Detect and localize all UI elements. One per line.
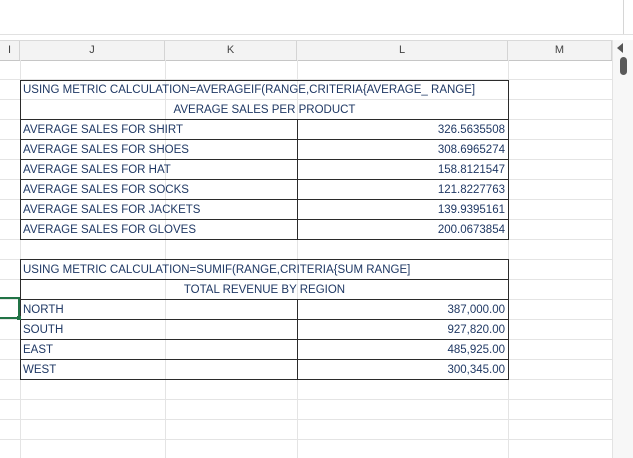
region-value-cell[interactable]: 927,820.00 <box>447 324 505 336</box>
table-border <box>20 359 509 360</box>
table-border <box>297 119 298 240</box>
column-headers: I J K L M <box>0 40 633 61</box>
product-value-cell[interactable]: 158.8121547 <box>437 164 505 176</box>
region-value-cell[interactable]: 300,345.00 <box>447 364 505 376</box>
active-cell-selection[interactable] <box>0 297 20 319</box>
scroll-left-arrow-icon[interactable] <box>617 43 623 53</box>
product-label-cell[interactable]: AVERAGE SALES FOR JACKETS <box>23 204 201 216</box>
product-label-cell[interactable]: AVERAGE SALES FOR HAT <box>23 164 171 176</box>
product-label-cell[interactable]: AVERAGE SALES FOR GLOVES <box>23 224 196 236</box>
table-border <box>20 219 509 220</box>
table-border <box>20 199 509 200</box>
region-value-cell[interactable]: 485,925.00 <box>447 344 505 356</box>
table-border <box>20 119 509 120</box>
table-border <box>20 159 509 160</box>
product-label-cell[interactable]: AVERAGE SALES FOR SHIRT <box>23 124 183 136</box>
scrollbar-thumb[interactable] <box>620 57 627 75</box>
table-border <box>20 299 509 300</box>
region-label-cell[interactable]: WEST <box>23 364 57 376</box>
product-value-cell[interactable]: 139.9395161 <box>437 204 505 216</box>
region-value-cell[interactable]: 387,000.00 <box>447 304 505 316</box>
column-header-j[interactable]: J <box>20 41 165 60</box>
table-border <box>297 299 298 380</box>
product-value-cell[interactable]: 326.5635508 <box>437 124 505 136</box>
formula-note-cell[interactable]: USING METRIC CALCULATION=SUMIF(RANGE,CRI… <box>23 264 411 276</box>
table-border <box>20 179 509 180</box>
product-value-cell[interactable]: 308.6965274 <box>437 144 505 156</box>
table-border <box>20 139 509 140</box>
formula-note-cell[interactable]: USING METRIC CALCULATION=AVERAGEIF(RANGE… <box>23 84 476 96</box>
product-value-cell[interactable]: 200.0673854 <box>437 224 505 236</box>
table-border <box>20 339 509 340</box>
region-label-cell[interactable]: SOUTH <box>23 324 64 336</box>
table-title-cell[interactable]: AVERAGE SALES PER PRODUCT <box>173 104 356 116</box>
topbar-divider <box>623 0 624 34</box>
product-label-cell[interactable]: AVERAGE SALES FOR SOCKS <box>23 184 189 196</box>
product-label-cell[interactable]: AVERAGE SALES FOR SHOES <box>23 144 189 156</box>
table-title-cell[interactable]: TOTAL REVENUE BY REGION <box>183 284 346 296</box>
column-header-i[interactable]: I <box>0 41 20 60</box>
average-sales-table <box>20 80 509 240</box>
vertical-scrollbar[interactable] <box>612 40 633 458</box>
fill-handle[interactable] <box>17 316 21 320</box>
region-label-cell[interactable]: EAST <box>23 344 54 356</box>
table-border <box>20 319 509 320</box>
table-border <box>20 279 509 280</box>
column-header-m[interactable]: M <box>508 41 612 60</box>
product-value-cell[interactable]: 121.8227763 <box>437 184 505 196</box>
column-header-k[interactable]: K <box>165 41 297 60</box>
region-label-cell[interactable]: NORTH <box>23 304 64 316</box>
formula-bar-area <box>0 0 633 35</box>
column-header-l[interactable]: L <box>297 41 508 60</box>
